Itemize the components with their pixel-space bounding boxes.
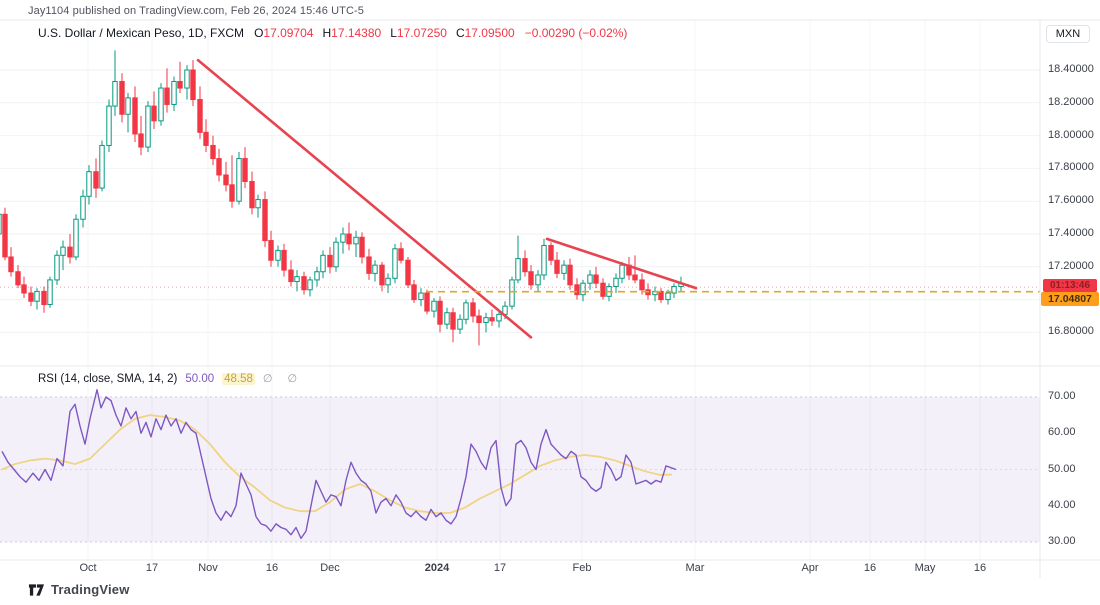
rsi-axis-tick: 40.00 [1048,498,1076,511]
price-axis-tick: 18.40000 [1048,63,1094,75]
rsi-hidden-values: ∅ ∅ [262,373,304,385]
symbol-title[interactable]: U.S. Dollar / Mexican Peso, 1D, FXCM [38,26,245,40]
attribution-text: Jay1104 published on TradingView.com, Fe… [28,5,365,17]
rsi-axis-tick: 30.00 [1048,535,1076,547]
time-axis-tick: 17 [145,562,159,574]
ohlc-c: C17.09500 [455,26,515,40]
ohlc-values: O17.09704 H17.14380 L17.07250 C17.09500 [254,26,515,40]
tradingview-logo-text: TradingView [51,582,130,597]
hline-price-badge: 17.04807 [1041,292,1099,306]
time-axis-tick: 2024 [424,562,450,574]
time-axis-tick: Nov [198,562,218,574]
rsi-axis-tick: 50.00 [1048,462,1076,475]
ohlc-h: H17.14380 [322,26,382,40]
time-axis-tick: Dec [320,562,340,574]
change-value: −0.00290 (−0.02%) [524,26,628,40]
currency-badge[interactable]: MXN [1046,25,1090,43]
rsi-sma-value: 48.58 [222,373,255,385]
price-axis-tick: 16.80000 [1048,325,1094,338]
tradingview-logo[interactable]: TradingView [28,582,130,597]
time-axis-tick: 16 [863,562,877,574]
rsi-legend[interactable]: RSI (14, close, SMA, 14, 2) 50.00 48.58 … [38,372,303,385]
rsi-axis-tick: 60.00 [1048,426,1076,439]
time-axis-tick: 16 [973,562,987,574]
time-axis-tick: Apr [801,562,819,574]
time-axis-tick: May [914,562,936,574]
price-axis-tick: 17.40000 [1048,227,1094,239]
ohlc-l: L17.07250 [390,26,447,40]
rsi-value: 50.00 [185,373,215,385]
price-axis-tick: 17.60000 [1048,194,1094,207]
rsi-axis-tick: 70.00 [1048,390,1076,402]
time-axis-tick: Oct [79,562,97,574]
tradingview-logo-icon [28,583,45,596]
time-axis-tick: Mar [685,562,705,574]
price-axis-tick: 18.00000 [1048,128,1094,141]
ohlc-o: O17.09704 [254,26,314,40]
time-axis-tick: 17 [493,562,507,574]
symbol-title-bar[interactable]: U.S. Dollar / Mexican Peso, 1D, FXCM O17… [38,26,627,40]
price-axis-tick: 17.80000 [1048,161,1094,174]
time-axis-tick: 16 [265,562,279,574]
time-axis-tick: Feb [572,562,592,574]
rsi-title[interactable]: RSI (14, close, SMA, 14, 2) [38,373,178,385]
price-axis-tick: 17.20000 [1048,259,1094,272]
price-axis-tick: 18.20000 [1048,95,1094,108]
bar-countdown-badge: 01:13:46 [1043,279,1097,292]
